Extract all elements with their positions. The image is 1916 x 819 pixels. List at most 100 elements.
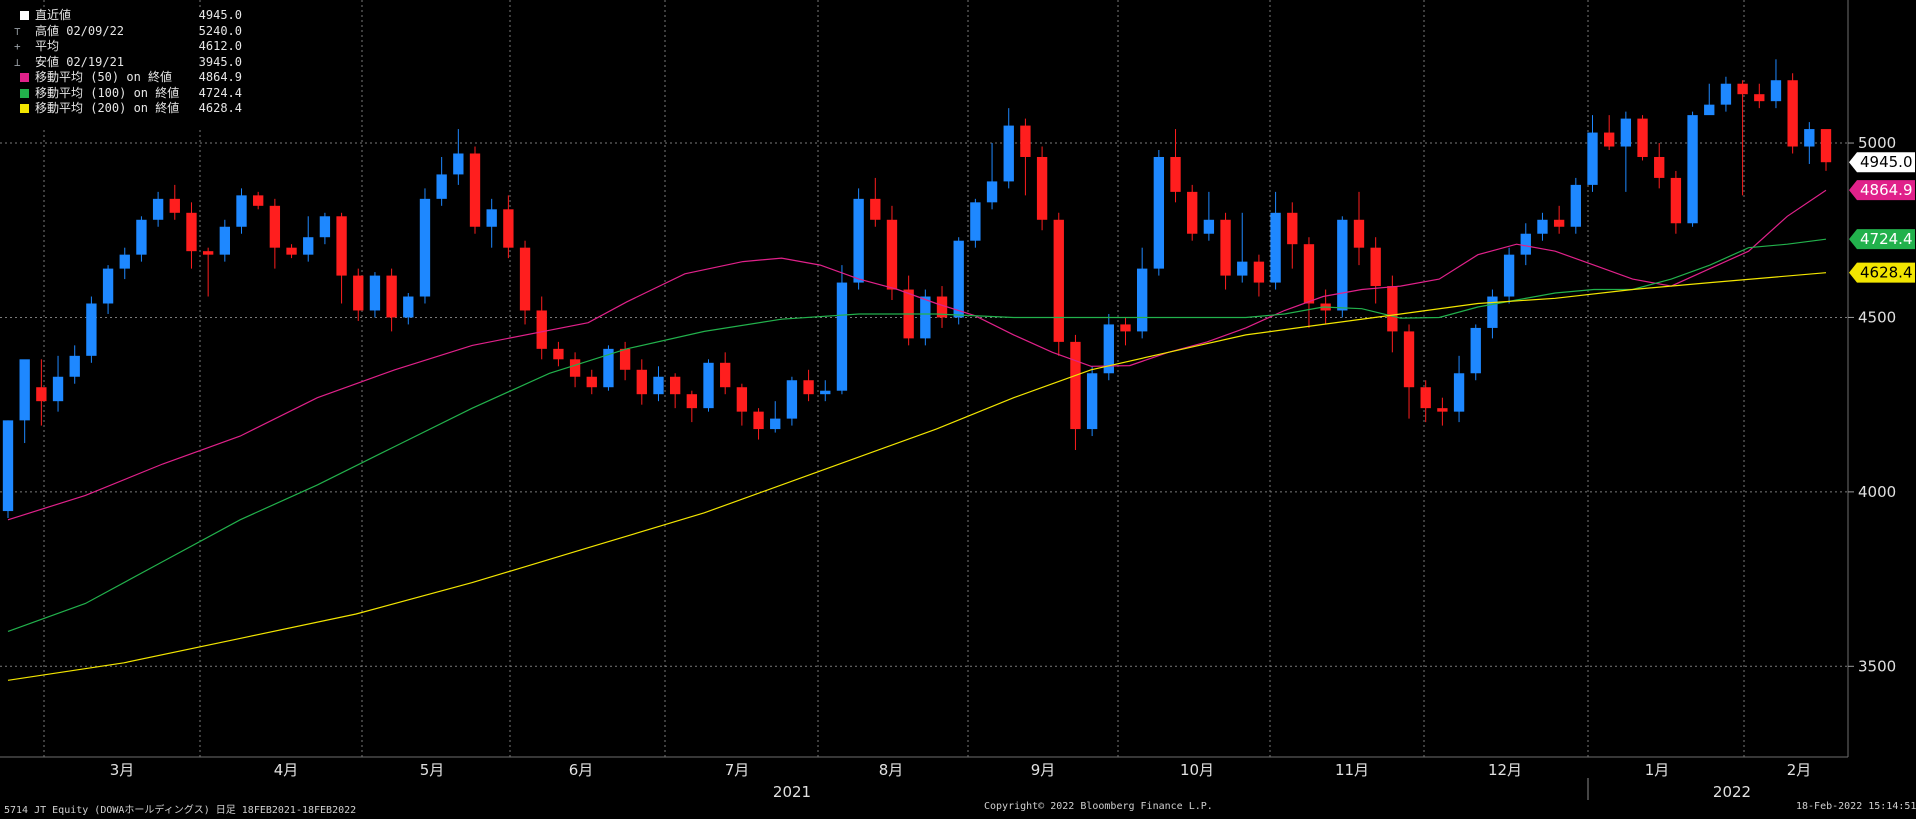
candle-body — [1153, 156, 1165, 269]
candle-body — [669, 376, 681, 395]
candle-body — [1387, 286, 1398, 332]
x-month-label: 5月 — [420, 761, 445, 779]
candle-body — [286, 247, 297, 255]
candle-body — [1553, 219, 1565, 227]
candle-body — [36, 387, 47, 402]
legend-row: 直近値 4945.0 — [6, 8, 250, 24]
low-marker-icon: ⊥ — [14, 55, 21, 69]
candle-body — [753, 411, 764, 430]
candle-body — [1737, 83, 1748, 95]
candle-body — [453, 153, 464, 175]
candle-body — [553, 348, 564, 360]
legend-label: 移動平均 (100) on 終値 — [35, 85, 180, 100]
candle-body — [1587, 132, 1598, 185]
x-month-label: 2月 — [1787, 761, 1812, 779]
right-value-label-text: 4724.4 — [1860, 230, 1913, 248]
legend-row: ⊥ 安値 02/19/21 3945.0 — [6, 55, 250, 71]
candle-body — [52, 376, 64, 402]
candle-body — [1604, 132, 1615, 147]
candle-body — [603, 348, 614, 388]
candle-body — [1053, 219, 1064, 342]
candle-body — [619, 348, 631, 370]
candle-body — [1787, 80, 1798, 147]
candle-body — [1120, 324, 1131, 332]
candle-body — [319, 216, 331, 238]
candle-body — [1287, 212, 1298, 245]
right-value-label: 4628.4 — [1849, 262, 1915, 283]
candle-body — [202, 251, 214, 255]
y-tick-label: 5000 — [1858, 134, 1896, 152]
right-value-label: 4724.4 — [1849, 229, 1915, 250]
right-value-label: 4864.9 — [1849, 180, 1915, 201]
legend-swatch-icon — [20, 104, 29, 113]
candle-body — [953, 240, 964, 318]
y-tick-label: 4500 — [1858, 308, 1896, 326]
x-month-label: 4月 — [274, 761, 299, 779]
candle-body — [1303, 244, 1315, 304]
candle-body — [1720, 83, 1732, 105]
legend-value: 3945.0 — [198, 54, 242, 69]
timestamp-text: 18-Feb-2022 15:14:51 — [1796, 801, 1916, 812]
candle-body — [236, 195, 247, 227]
candle-body — [253, 195, 264, 206]
candle-body — [102, 268, 114, 304]
candle-body — [1420, 387, 1431, 409]
right-value-label-text: 4628.4 — [1860, 264, 1913, 282]
right-value-label-bg — [1849, 180, 1915, 201]
moving-average-line — [7, 238, 1827, 632]
candle-body — [736, 387, 748, 412]
avg-marker-icon: + — [14, 40, 21, 53]
candle-body — [536, 310, 547, 349]
candle-body — [1253, 261, 1265, 283]
chart-grid — [0, 0, 1849, 758]
candle-body — [336, 216, 347, 276]
x-month-label: 10月 — [1180, 761, 1214, 779]
candle-body — [1437, 408, 1448, 412]
x-month-label: 7月 — [725, 761, 750, 779]
x-month-label: 8月 — [879, 761, 904, 779]
right-value-label-bg — [1849, 152, 1915, 173]
candle-body — [1403, 331, 1415, 388]
candle-body — [469, 153, 481, 227]
candle-body — [920, 296, 931, 339]
candle-body — [836, 282, 848, 391]
candle-body — [886, 219, 898, 290]
legend-label: 直近値 — [35, 8, 72, 22]
candle-body — [1003, 125, 1014, 182]
candle-body — [1353, 219, 1365, 248]
legend-value: 4628.4 — [198, 101, 242, 115]
x-month-label: 3月 — [110, 761, 135, 779]
right-value-label-text: 4945.0 — [1860, 153, 1913, 171]
legend-label: 移動平均 (50) on 終値 — [35, 70, 173, 84]
candle-body — [1570, 184, 1581, 227]
candle-body — [569, 359, 581, 377]
legend-swatch-icon — [20, 73, 29, 82]
candle-body — [1804, 129, 1815, 147]
candle-body — [986, 181, 998, 203]
candle-body — [636, 369, 647, 395]
candle-body — [419, 198, 431, 297]
x-month-label: 1月 — [1645, 761, 1670, 779]
candle-body — [1337, 219, 1348, 311]
legend-label: 移動平均 (200) on 終値 — [35, 101, 180, 115]
candle-body — [1453, 373, 1465, 412]
candle-body — [503, 209, 514, 248]
candle-body — [1470, 327, 1481, 374]
right-value-label-bg — [1849, 262, 1915, 283]
candle-body — [1020, 125, 1031, 157]
candle-body — [1086, 373, 1098, 430]
moving-average-lines — [7, 189, 1827, 681]
right-value-label-bg — [1849, 229, 1915, 250]
legend-value: 4612.0 — [198, 39, 242, 53]
candle-body — [1520, 233, 1531, 255]
x-month-label: 9月 — [1031, 761, 1056, 779]
candle-body — [1670, 177, 1682, 224]
candle-body — [1503, 254, 1515, 297]
candle-body — [936, 296, 948, 318]
right-value-label: 4945.0 — [1849, 152, 1915, 173]
candle-body — [653, 376, 664, 395]
x-year-label: 2021 — [773, 783, 811, 801]
candle-body — [1704, 104, 1715, 116]
candle-body — [1103, 324, 1114, 374]
